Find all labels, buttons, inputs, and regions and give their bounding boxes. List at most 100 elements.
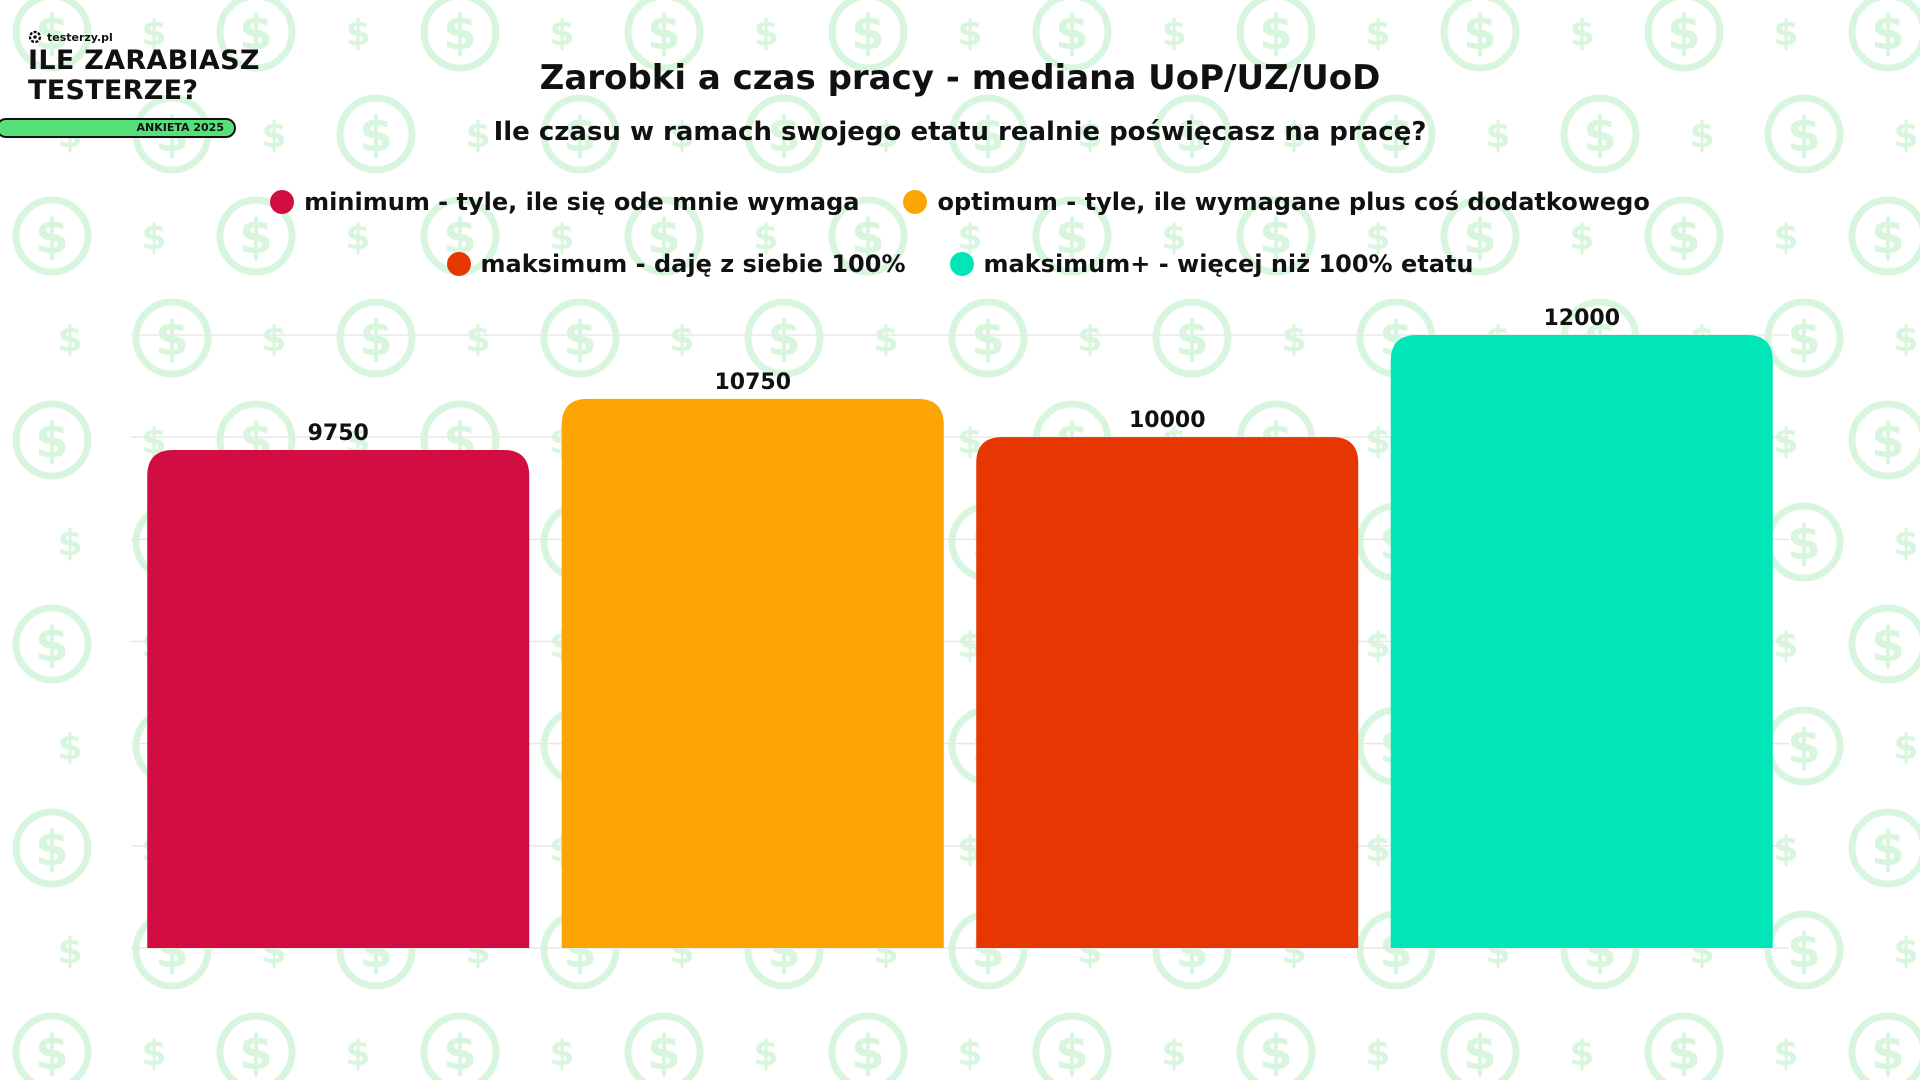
dollar-sign-shape: $	[1893, 931, 1918, 972]
dollar-ring-shape	[336, 94, 416, 174]
dollar-sign-shape: $	[1773, 217, 1798, 258]
dollar-ring-shape	[336, 298, 416, 378]
dollar-sign-shape: $	[1365, 421, 1390, 462]
dollar-ring-shape	[1152, 298, 1232, 378]
dollar-ring-shape	[12, 604, 92, 684]
dollar-ring-shape	[1440, 1012, 1520, 1080]
dollar-sign-shape: $	[767, 311, 800, 367]
dollar-sign-shape: $	[1365, 13, 1390, 54]
legend-item-maksimum-plus: maksimum+ - więcej niż 100% etatu	[949, 250, 1473, 278]
dollar-ring-shape	[1152, 94, 1232, 174]
dollar-sign-shape: $	[141, 217, 166, 258]
dollar-sign-shape: $	[1667, 209, 1700, 265]
dollar-sign-shape: $	[35, 1025, 68, 1080]
dollar-sign-shape: $	[1689, 115, 1714, 156]
dollar-sign-shape: $	[1379, 107, 1412, 163]
dollar-sign-shape: $	[873, 319, 898, 360]
dollar-sign-shape: $	[465, 115, 490, 156]
dollar-sign-shape: $	[465, 319, 490, 360]
dollar-ring-shape	[1644, 196, 1724, 276]
legend-dot-maksimum	[446, 252, 471, 276]
dollar-ring-shape	[216, 0, 296, 72]
dollar-ring-shape	[1560, 94, 1640, 174]
dollar-sign-shape: $	[669, 319, 694, 360]
dollar-sign-shape: $	[1787, 311, 1820, 367]
dollar-ring-shape	[1644, 0, 1724, 72]
dollar-ring-shape	[624, 196, 704, 276]
dollar-sign-shape: $	[1055, 1025, 1088, 1080]
dollar-ring-shape	[12, 0, 92, 72]
logo-title-line1: ILE ZARABIASZ	[28, 45, 260, 76]
dollar-ring-shape	[1440, 0, 1520, 72]
dollar-sign-shape: $	[443, 5, 476, 61]
legend-item-optimum: optimum - tyle, ile wymagane plus coś do…	[903, 188, 1650, 216]
dollar-sign-shape: $	[1365, 1033, 1390, 1074]
dollar-sign-shape: $	[753, 1033, 778, 1074]
dollar-ring-shape	[132, 298, 212, 378]
dollar-sign-shape: $	[1365, 625, 1390, 666]
dollar-ring-shape	[540, 94, 620, 174]
dollar-ring-shape	[624, 0, 704, 72]
dollar-sign-shape: $	[35, 821, 68, 877]
survey-logo: testerzy.pl ILE ZARABIASZ TESTERZE? ANKI…	[0, 30, 260, 138]
dollar-sign-shape: $	[971, 107, 1004, 163]
dollar-ring-shape	[744, 298, 824, 378]
dollar-sign-shape: $	[1259, 5, 1292, 61]
dollar-sign-shape: $	[1893, 727, 1918, 768]
dollar-sign-shape: $	[35, 413, 68, 469]
dollar-sign-shape: $	[1787, 719, 1820, 775]
dollar-sign-shape: $	[851, 1025, 884, 1080]
legend-label-optimum: optimum - tyle, ile wymagane plus coś do…	[937, 188, 1650, 216]
legend-row-1: minimum - tyle, ile się ode mnie wymaga …	[0, 188, 1920, 216]
dollar-sign-shape: $	[1175, 311, 1208, 367]
legend-label-maksimum: maksimum - daję z siebie 100%	[480, 250, 906, 278]
dollar-sign-shape: $	[1161, 13, 1186, 54]
dollar-sign-shape: $	[957, 13, 982, 54]
dollar-sign-shape: $	[957, 217, 982, 258]
dollar-ring-shape	[1848, 808, 1920, 888]
dollar-sign-shape: $	[35, 209, 68, 265]
dollar-ring-shape	[1236, 0, 1316, 72]
dollar-sign-shape: $	[1463, 209, 1496, 265]
bar-4	[1390, 335, 1773, 948]
dollar-sign-shape: $	[1259, 1025, 1292, 1080]
bar-3	[976, 437, 1359, 948]
dollar-sign-shape: $	[971, 311, 1004, 367]
dollar-sign-shape: $	[359, 107, 392, 163]
dollar-sign-shape: $	[1893, 115, 1918, 156]
dollar-sign-shape: $	[1871, 617, 1904, 673]
dollar-sign-shape: $	[1893, 319, 1918, 360]
dollar-sign-shape: $	[1463, 1025, 1496, 1080]
dollar-sign-shape: $	[1871, 5, 1904, 61]
dollar-ring-shape	[216, 196, 296, 276]
data-label-2: 10750	[714, 370, 791, 395]
legend-dot-minimum	[270, 190, 295, 214]
dollar-sign-shape: $	[563, 311, 596, 367]
dollar-sign-shape: $	[647, 5, 680, 61]
logo-site-row: testerzy.pl	[28, 30, 260, 44]
dollar-sign-shape: $	[1077, 115, 1102, 156]
dollar-sign-shape: $	[753, 217, 778, 258]
dollar-ring-shape	[1848, 1012, 1920, 1080]
dollar-sign-shape: $	[1893, 523, 1918, 564]
dollar-ring-shape	[540, 298, 620, 378]
dollar-sign-shape: $	[1787, 923, 1820, 979]
dollar-sign-shape: $	[1773, 13, 1798, 54]
dollar-ring-shape	[1356, 94, 1436, 174]
dollar-sign-shape: $	[35, 617, 68, 673]
dollar-sign-shape: $	[57, 727, 82, 768]
dollar-sign-shape: $	[1773, 1033, 1798, 1074]
legend-dot-maksimum-plus	[949, 252, 974, 276]
dollar-sign-shape: $	[1281, 115, 1306, 156]
dollar-ring-shape	[1848, 196, 1920, 276]
dollar-sign-shape: $	[669, 115, 694, 156]
dollar-sign-shape: $	[1161, 217, 1186, 258]
dollar-ring-shape	[1764, 910, 1844, 990]
dollar-sign-shape: $	[1871, 413, 1904, 469]
dollar-sign-shape: $	[141, 13, 166, 54]
dollar-sign-shape: $	[1365, 217, 1390, 258]
dollar-ring-shape	[828, 1012, 908, 1080]
logo-title-line2: TESTERZE?	[28, 75, 199, 106]
dollar-sign-shape: $	[563, 107, 596, 163]
